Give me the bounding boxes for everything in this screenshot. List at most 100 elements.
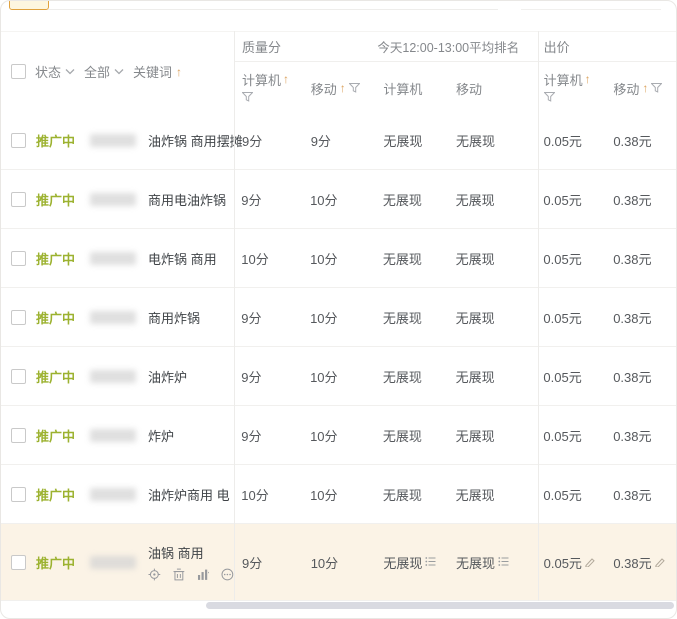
filter-funnel-icon[interactable]	[650, 81, 663, 96]
col-bid-mobile[interactable]: 移动 ↑	[606, 62, 676, 112]
keyword-text: 电炸锅 商用	[148, 251, 217, 267]
table-row: 推广中 油锅 商用	[1, 524, 676, 601]
mobile-bid-cell: 0.38元	[613, 487, 652, 503]
mobile-bid-cell: 0.38元	[613, 133, 652, 149]
sort-asc-icon[interactable]: ↑	[642, 81, 649, 95]
mobile-score-cell: 9分	[310, 133, 331, 149]
keyword-text: 油锅 商用	[148, 546, 204, 561]
pc-score-cell: 9分	[241, 369, 262, 385]
status-badge: 推广中	[36, 369, 76, 385]
row-checkbox[interactable]	[11, 427, 26, 443]
table-header-left: 状态 全部 关键词 ↑	[1, 32, 234, 111]
pc-bid-cell: 0.05元	[543, 487, 582, 503]
pc-bid-cell: 0.05元	[543, 369, 582, 385]
pc-rank-cell: 无展现	[382, 428, 422, 444]
mobile-score-cell: 10分	[310, 428, 338, 444]
row-checkbox[interactable]	[11, 368, 26, 384]
redacted-blur-block	[90, 192, 136, 206]
col-bid-mobile-label: 移动	[613, 81, 640, 97]
pc-score-cell: 9分	[242, 133, 263, 149]
keyword-column-header[interactable]: 关键词 ↑	[133, 62, 182, 81]
pc-score-cell: 10分	[241, 251, 269, 267]
mobile-score-cell: 10分	[310, 555, 339, 571]
pc-score-cell: 9分	[242, 555, 263, 571]
row-checkbox[interactable]	[11, 250, 26, 266]
mobile-rank-cell: 无展现	[450, 524, 537, 600]
col-rank-pc-label: 计算机	[383, 81, 423, 97]
all-filter-dropdown[interactable]: 全部	[84, 62, 124, 81]
status-filter-label: 状态	[35, 65, 62, 80]
mobile-bid-cell: 0.38元	[613, 428, 652, 444]
target-icon[interactable]	[148, 568, 161, 581]
pc-score-cell: 9分	[241, 428, 262, 444]
col-quality-mobile-label: 移动	[310, 81, 337, 97]
trash-icon[interactable]	[173, 568, 185, 581]
horizontal-scrollbar[interactable]	[206, 602, 674, 609]
keyword-cell: 推广中 商用电油炸锅	[1, 170, 233, 228]
mobile-rank-cell: 无展现	[455, 251, 495, 267]
col-bid-pc[interactable]: 计算机 ↑	[537, 62, 607, 112]
mobile-rank-cell: 无展现	[455, 487, 495, 503]
col-quality-pc-label: 计算机	[242, 72, 282, 88]
keyword-cell: 推广中 商用炸锅	[1, 288, 233, 346]
mobile-rank-cell: 无展现	[455, 192, 495, 208]
mobile-bid-cell: 0.38元	[613, 310, 652, 326]
row-checkbox[interactable]	[11, 486, 26, 502]
column-sub-row: 计算机 ↑ 移动 ↑ 计算机	[234, 62, 676, 112]
filter-funnel-icon[interactable]	[348, 81, 361, 96]
mobile-rank-cell: 无展现	[455, 369, 495, 385]
chart-icon[interactable]	[197, 568, 210, 581]
status-filter-dropdown[interactable]: 状态	[35, 62, 75, 81]
row-checkbox[interactable]	[11, 554, 26, 570]
mobile-score-cell: 10分	[310, 251, 338, 267]
select-all-checkbox[interactable]	[11, 64, 26, 79]
pc-rank-cell: 无展现	[382, 310, 422, 326]
col-rank-mobile[interactable]: 移动	[450, 62, 537, 112]
redacted-blur-block	[90, 487, 136, 501]
edit-pencil-icon[interactable]	[585, 555, 595, 570]
table-row: 推广中 油炸炉 9分 10分 无展现 无展现 0.05元 0.38元	[1, 347, 676, 406]
mobile-score-cell: 10分	[310, 192, 338, 208]
pc-bid-cell: 0.05元	[543, 310, 582, 326]
col-rank-pc[interactable]: 计算机	[375, 62, 450, 112]
more-icon[interactable]	[221, 568, 234, 581]
chevron-down-icon	[65, 68, 75, 75]
rank-list-icon[interactable]	[425, 555, 436, 570]
mobile-rank-cell: 无展现	[456, 133, 496, 149]
pc-rank-cell: 无展现	[383, 133, 423, 149]
mobile-bid-cell: 0.38元	[613, 251, 652, 267]
edit-pencil-icon[interactable]	[654, 555, 665, 570]
keyword-cell: 推广中 油炸炉	[1, 347, 233, 405]
redacted-blur-block	[90, 133, 136, 147]
sort-asc-icon[interactable]: ↑	[584, 72, 591, 86]
sort-asc-icon[interactable]: ↑	[339, 81, 346, 95]
keyword-text: 油炸锅 商用摆摊	[148, 133, 243, 149]
divider	[521, 9, 661, 10]
sort-asc-icon[interactable]: ↑	[283, 72, 290, 86]
filter-funnel-icon[interactable]	[241, 90, 254, 105]
mobile-score-cell: 10分	[310, 310, 338, 326]
partial-toolbar-button[interactable]	[9, 1, 49, 10]
keyword-text: 油炸炉商用 电	[148, 487, 230, 503]
table-row: 推广中 商用炸锅 9分 10分 无展现 无展现 0.05元 0.38元	[1, 288, 676, 347]
table-row: 推广中 油炸锅 商用摆摊 9分 9分 无展现 无展现 0.05元 0.38元	[1, 111, 676, 170]
row-checkbox[interactable]	[11, 191, 26, 207]
pc-bid-cell: 0.05元	[537, 524, 607, 600]
rank-list-icon[interactable]	[498, 555, 509, 570]
pc-rank-cell: 无展现	[382, 369, 422, 385]
status-badge: 推广中	[36, 192, 76, 208]
status-badge: 推广中	[36, 555, 76, 571]
pc-bid-cell: 0.05元	[543, 192, 582, 208]
sort-asc-icon[interactable]: ↑	[176, 64, 183, 79]
col-quality-mobile[interactable]: 移动 ↑	[306, 62, 376, 112]
mobile-rank-cell: 无展现	[455, 428, 495, 444]
keyword-cell: 推广中 油炸锅 商用摆摊	[1, 111, 243, 169]
pc-bid-cell: 0.05元	[543, 251, 582, 267]
row-actions	[148, 568, 234, 581]
col-quality-pc[interactable]: 计算机 ↑	[234, 62, 306, 112]
mobile-bid-cell: 0.38元	[606, 524, 676, 600]
row-checkbox[interactable]	[11, 132, 26, 148]
group-average-rank: 今天12:00-13:00平均排名	[377, 41, 520, 55]
filter-funnel-icon[interactable]	[542, 90, 556, 105]
row-checkbox[interactable]	[11, 309, 26, 325]
